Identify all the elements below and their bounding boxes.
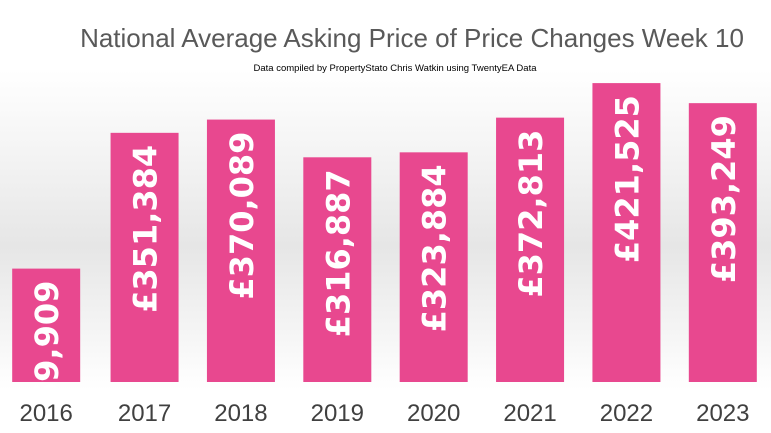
bar-2021	[496, 117, 565, 382]
bar-2022	[592, 83, 661, 382]
x-tick-label-2017: 2017	[118, 400, 171, 427]
bar-2017	[110, 132, 179, 382]
data-label-2021: £372,813	[512, 130, 550, 298]
data-label-2020: £323,884	[416, 164, 454, 332]
bar-2018	[206, 119, 275, 383]
bar-2020	[399, 152, 468, 382]
data-label-2023: £393,249	[705, 115, 743, 283]
bar-2019	[303, 157, 372, 382]
x-tick-label-2019: 2019	[311, 400, 364, 427]
x-tick-label-2022: 2022	[600, 400, 653, 427]
data-label-2017: £351,384	[127, 145, 165, 313]
data-label-2022: £421,525	[608, 95, 646, 263]
data-label-2016: £159,909	[28, 281, 66, 433]
chart-title: National Average Asking Price of Price C…	[80, 23, 744, 53]
data-label-2019: £316,887	[319, 169, 357, 337]
x-tick-label-2020: 2020	[407, 400, 460, 427]
x-tick-label-2018: 2018	[214, 400, 267, 427]
x-tick-label-2023: 2023	[696, 400, 749, 427]
chart-subtitle: Data compiled by PropertyStato Chris Wat…	[253, 63, 537, 74]
data-label-2018: £370,089	[223, 132, 261, 300]
bar-2023	[688, 103, 757, 383]
x-tick-label-2016: 2016	[19, 400, 72, 427]
x-tick-label-2021: 2021	[503, 400, 556, 427]
bar-2016	[12, 268, 81, 382]
